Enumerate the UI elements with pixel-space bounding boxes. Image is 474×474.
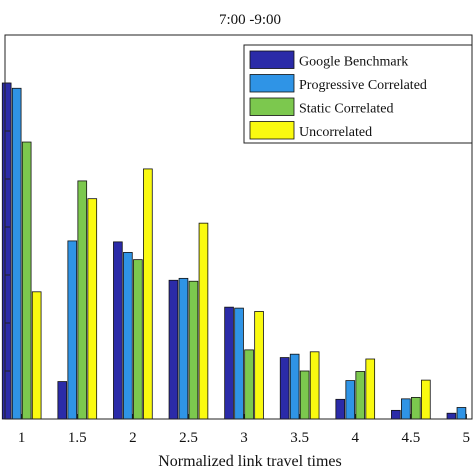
bar-3-4.5 bbox=[411, 396, 421, 420]
bar-2-3 bbox=[234, 307, 244, 420]
chart-title: 7:00 -9:00 bbox=[219, 12, 281, 28]
bar-1-3.5 bbox=[279, 357, 290, 420]
bar-1-2.5 bbox=[168, 279, 179, 420]
x-tick-label: 5 bbox=[462, 430, 470, 446]
x-tick-label: 4 bbox=[352, 430, 360, 446]
bar-2-4 bbox=[345, 380, 356, 420]
x-tick-label: 2 bbox=[129, 430, 137, 446]
legend-label: Google Benchmark bbox=[299, 55, 408, 70]
bar-2-1 bbox=[11, 87, 22, 420]
bar-2-2 bbox=[123, 252, 133, 420]
bar-1-5 bbox=[446, 412, 457, 420]
bar-4-3 bbox=[254, 311, 264, 420]
bar-3-1.5 bbox=[77, 180, 88, 420]
bar-4-4.5 bbox=[421, 379, 431, 420]
x-tick-label: 2.5 bbox=[179, 430, 198, 446]
x-tick-label: 1.5 bbox=[68, 430, 87, 446]
x-tick-label: 3.5 bbox=[290, 430, 309, 446]
bar-2-2.5 bbox=[178, 277, 189, 420]
bar-4-1 bbox=[31, 291, 42, 420]
legend-swatch bbox=[249, 74, 295, 93]
bar-3-3.5 bbox=[299, 370, 310, 420]
bar-2-1.5 bbox=[67, 240, 78, 420]
legend-swatch bbox=[249, 121, 295, 140]
y-ticks bbox=[5, 34, 10, 420]
x-tick-label: 3 bbox=[240, 430, 248, 446]
x-ticks: 1 1.5 2 2.5 3 3.5 4 4.5 5 bbox=[18, 414, 470, 446]
x-tick-label: 1 bbox=[18, 430, 26, 446]
legend-label: Progressive Correlated bbox=[299, 78, 427, 93]
bar-4-3.5 bbox=[309, 351, 320, 420]
legend-label: Static Correlated bbox=[299, 102, 393, 117]
legend-swatch bbox=[249, 97, 295, 116]
bar-4-2 bbox=[143, 168, 153, 420]
bar-1-3 bbox=[224, 306, 234, 420]
bar-2-3.5 bbox=[289, 353, 300, 420]
bar-4-2.5 bbox=[198, 222, 209, 420]
legend: Google Benchmark Progressive Correlated St… bbox=[243, 44, 473, 144]
bar-3-3 bbox=[244, 349, 254, 420]
legend-label: Uncorrelated bbox=[299, 125, 372, 140]
bar-1-4 bbox=[335, 398, 346, 420]
bar-3-1 bbox=[21, 141, 32, 420]
bar-3-2.5 bbox=[188, 280, 199, 420]
x-axis-label: Normalized link travel times bbox=[158, 453, 342, 470]
bar-1-1 bbox=[1, 82, 12, 420]
bar-2-4.5 bbox=[401, 398, 411, 420]
bar-2-5 bbox=[456, 407, 467, 420]
bar-4-1.5 bbox=[87, 198, 98, 420]
x-tick-label: 4.5 bbox=[401, 430, 420, 446]
legend-swatch bbox=[249, 50, 295, 69]
bar-1-2 bbox=[113, 241, 123, 420]
bar-4-4 bbox=[365, 358, 376, 420]
bar-3-4 bbox=[355, 371, 366, 420]
bar-1-4.5 bbox=[391, 409, 401, 420]
bar-1-1.5 bbox=[57, 381, 68, 420]
bar-3-2 bbox=[133, 259, 143, 420]
bars-group bbox=[1, 82, 467, 420]
